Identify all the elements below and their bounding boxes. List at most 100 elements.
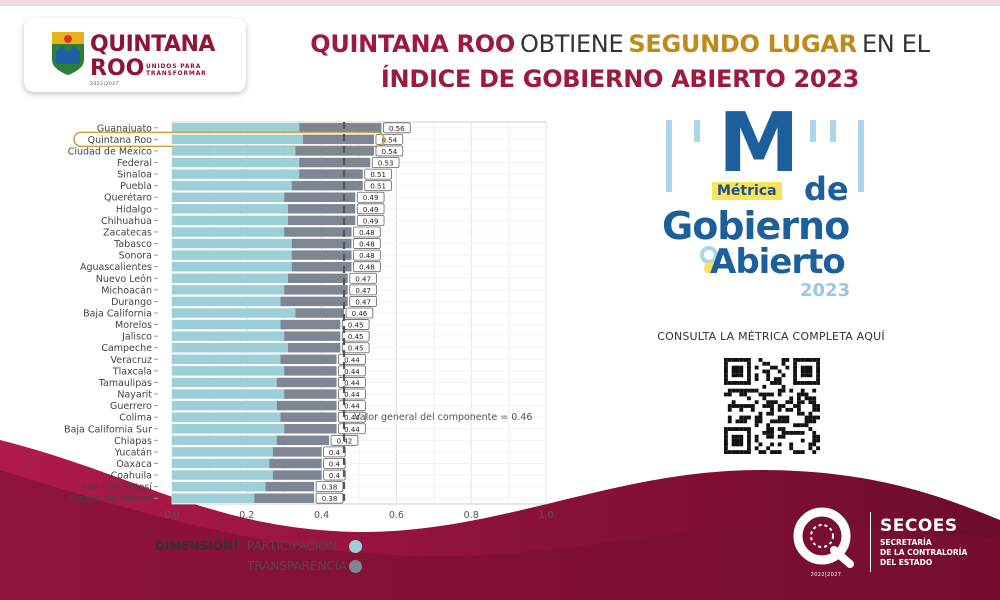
total-label-box [323,469,346,481]
qr-module [781,430,786,435]
qr-module [808,415,813,420]
qr-module [789,446,794,451]
total-label: 0.49 [363,194,379,202]
qr-finder-module [743,358,748,362]
logo-metrica: Métrica [712,182,782,200]
qr-finder-module [747,427,751,431]
logo-m: M [718,96,800,191]
qr-module [739,415,744,420]
qr-module [777,427,782,431]
total-label: 0.45 [348,345,364,353]
total-label-box [349,296,377,307]
qr-module [793,404,797,408]
qr-module [727,407,732,412]
qr-module [804,419,809,424]
qr-module [762,430,767,435]
bar-transparencia [276,377,337,388]
qr-module [762,369,767,374]
qr-finder-module [747,369,751,374]
qr-finder-module [727,381,732,385]
total-label-box [353,238,381,249]
qr-finder-module [816,358,820,362]
total-label-box [315,481,344,493]
qr-finder-module [735,434,740,439]
qr-finder-module [735,373,740,378]
qr-finder-module [724,446,728,451]
qr-module [770,419,774,424]
total-label: 0.56 [389,125,405,133]
total-label: 0.38 [322,495,338,503]
headline-obtiene: OBTIENE [520,30,624,58]
total-label: 0.49 [363,206,379,214]
legend-separator [235,538,237,550]
qr-module [785,419,790,424]
qr-module [812,400,817,405]
bar-participacion [172,296,281,307]
qr-module [808,396,813,401]
qr-finder-module [816,377,820,382]
bar-transparencia [284,331,341,341]
qr-module [739,407,744,412]
total-label: 0.45 [348,322,364,330]
qr-module [739,419,744,424]
brand-bottom: ROO [90,56,145,81]
y-tick-label: San Luis Potosí [81,482,152,493]
bar-transparencia [280,319,341,330]
qr-module [754,423,759,428]
qr-module [796,423,801,428]
bar-transparencia [269,458,322,469]
bar-participacion [172,273,288,284]
secoes-name: SECOES [880,516,958,536]
total-label: 0.51 [370,183,386,191]
qr-module [812,419,817,424]
bar-transparencia [280,296,348,307]
bar-participacion [172,354,281,365]
total-label: 0.38 [322,484,338,492]
qr-finder-module [735,369,740,374]
qr-module [762,396,767,401]
x-tick-label: 1.0 [538,510,553,521]
logo-de: de [804,170,849,208]
y-tick-label: Hidalgo [116,204,152,215]
qr-module [750,388,755,393]
qr-finder-module [731,381,736,385]
total-label: 0.46 [352,310,368,318]
qr-module [758,450,763,454]
y-tick-label: Sonora [119,251,152,262]
bar-transparencia [299,169,363,179]
qr-module [785,365,790,370]
qr-module [789,400,794,405]
reference-label: Valor general del componente = 0.46 [354,412,532,423]
qr-module [800,400,805,405]
qr-module [743,404,748,408]
total-label-box [345,307,374,319]
qr-module [777,415,782,420]
qr-module [754,400,759,405]
qr-module [781,434,786,439]
qr-finder-module [724,442,728,447]
qr-module [785,430,790,435]
bar-transparencia [284,424,337,434]
bar-transparencia [276,435,330,446]
qr-module [781,419,786,424]
qr-module [777,434,782,439]
total-label: 0.4 [329,460,341,468]
bar-transparencia [284,285,348,295]
total-label-box [338,365,366,377]
legend-transparencia: TRANSPARENCIA [247,559,347,573]
bar-transparencia [284,227,352,237]
total-label-box [338,400,366,412]
bar-participacion [172,180,292,191]
qr-module [770,442,774,447]
total-label: 0.49 [363,217,379,225]
legend-participacion: PARTICIPACIÓN [247,539,337,553]
total-label-box [356,214,385,226]
qr-code-icon[interactable] [724,358,820,454]
qr-module [804,415,809,420]
qr-finder-module [808,373,813,378]
bar-participacion [172,481,266,492]
qr-finder-module [724,361,728,366]
bar-participacion [172,250,292,260]
logo-abierto: Abierto [710,242,846,282]
bar-participacion [172,308,296,318]
